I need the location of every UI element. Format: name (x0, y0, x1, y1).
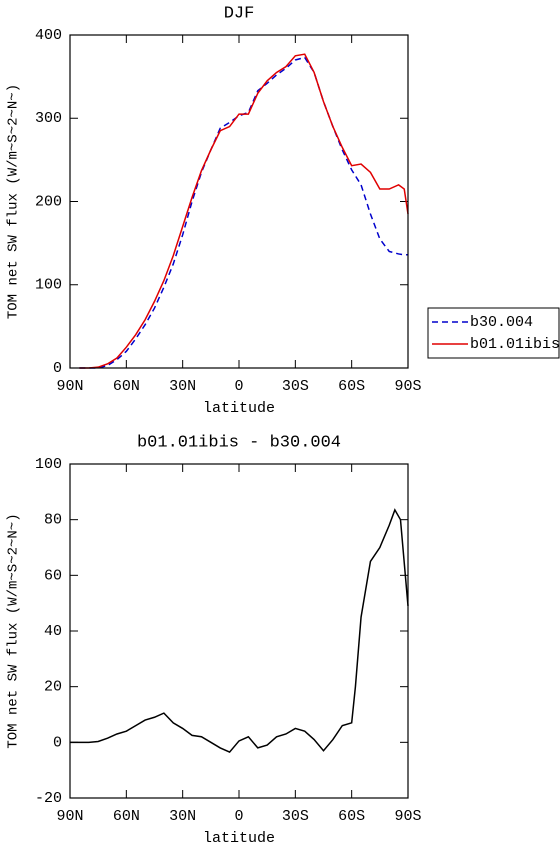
x-tick-label: 30S (282, 808, 309, 825)
y-tick-label: 200 (35, 193, 62, 210)
y-tick-label: 80 (44, 512, 62, 529)
x-tick-label: 30S (282, 378, 309, 395)
data-line (70, 508, 409, 753)
legend: b30.004 b01.01ibis (427, 307, 560, 359)
chart-title: DJF (224, 4, 255, 23)
x-tick-label: 0 (234, 378, 243, 395)
x-axis-label: latitude (203, 830, 275, 847)
y-tick-label: 20 (44, 679, 62, 696)
panel: DJF latitude TOM net SW flux (W/m~S~2~N~) 0… (6, 4, 422, 416)
panel: b01.01ibis - b30.004 latitude TOM net SW f… (6, 433, 422, 846)
x-tick-label: 60N (113, 378, 140, 395)
y-axis-label: TOM net SW flux (W/m~S~2~N~) (6, 513, 22, 748)
x-tick-label: 90N (56, 378, 83, 395)
x-tick-label: 60S (338, 378, 365, 395)
data-line (79, 56, 408, 369)
x-tick-label: 90S (394, 808, 421, 825)
plot-frame (69, 463, 409, 799)
x-tick-label: 60S (338, 808, 365, 825)
plot-frame (69, 34, 409, 369)
x-tick-label: 30N (169, 378, 196, 395)
x-tick-label: 60N (113, 808, 140, 825)
y-tick-label: -20 (35, 790, 62, 807)
x-tick-label: 30N (169, 808, 196, 825)
y-tick-label: 40 (44, 623, 62, 640)
y-tick-label: 0 (53, 360, 62, 377)
y-tick-label: 100 (35, 456, 62, 473)
x-tick-label: 90S (394, 378, 421, 395)
y-tick-label: 0 (53, 734, 62, 751)
y-tick-label: 400 (35, 27, 62, 44)
chart-title: b01.01ibis - b30.004 (137, 433, 341, 452)
y-tick-label: 300 (35, 110, 62, 127)
legend-label: b01.01ibis (470, 336, 560, 353)
x-tick-label: 90N (56, 808, 83, 825)
y-tick-label: 60 (44, 567, 62, 584)
y-tick-label: 100 (35, 277, 62, 294)
legend-label: b30.004 (470, 314, 533, 331)
y-axis-label: TOM net SW flux (W/m~S~2~N~) (6, 84, 22, 319)
legend-box (427, 307, 560, 359)
data-line (79, 53, 409, 369)
x-tick-label: 0 (234, 808, 243, 825)
x-axis-label: latitude (203, 400, 275, 417)
